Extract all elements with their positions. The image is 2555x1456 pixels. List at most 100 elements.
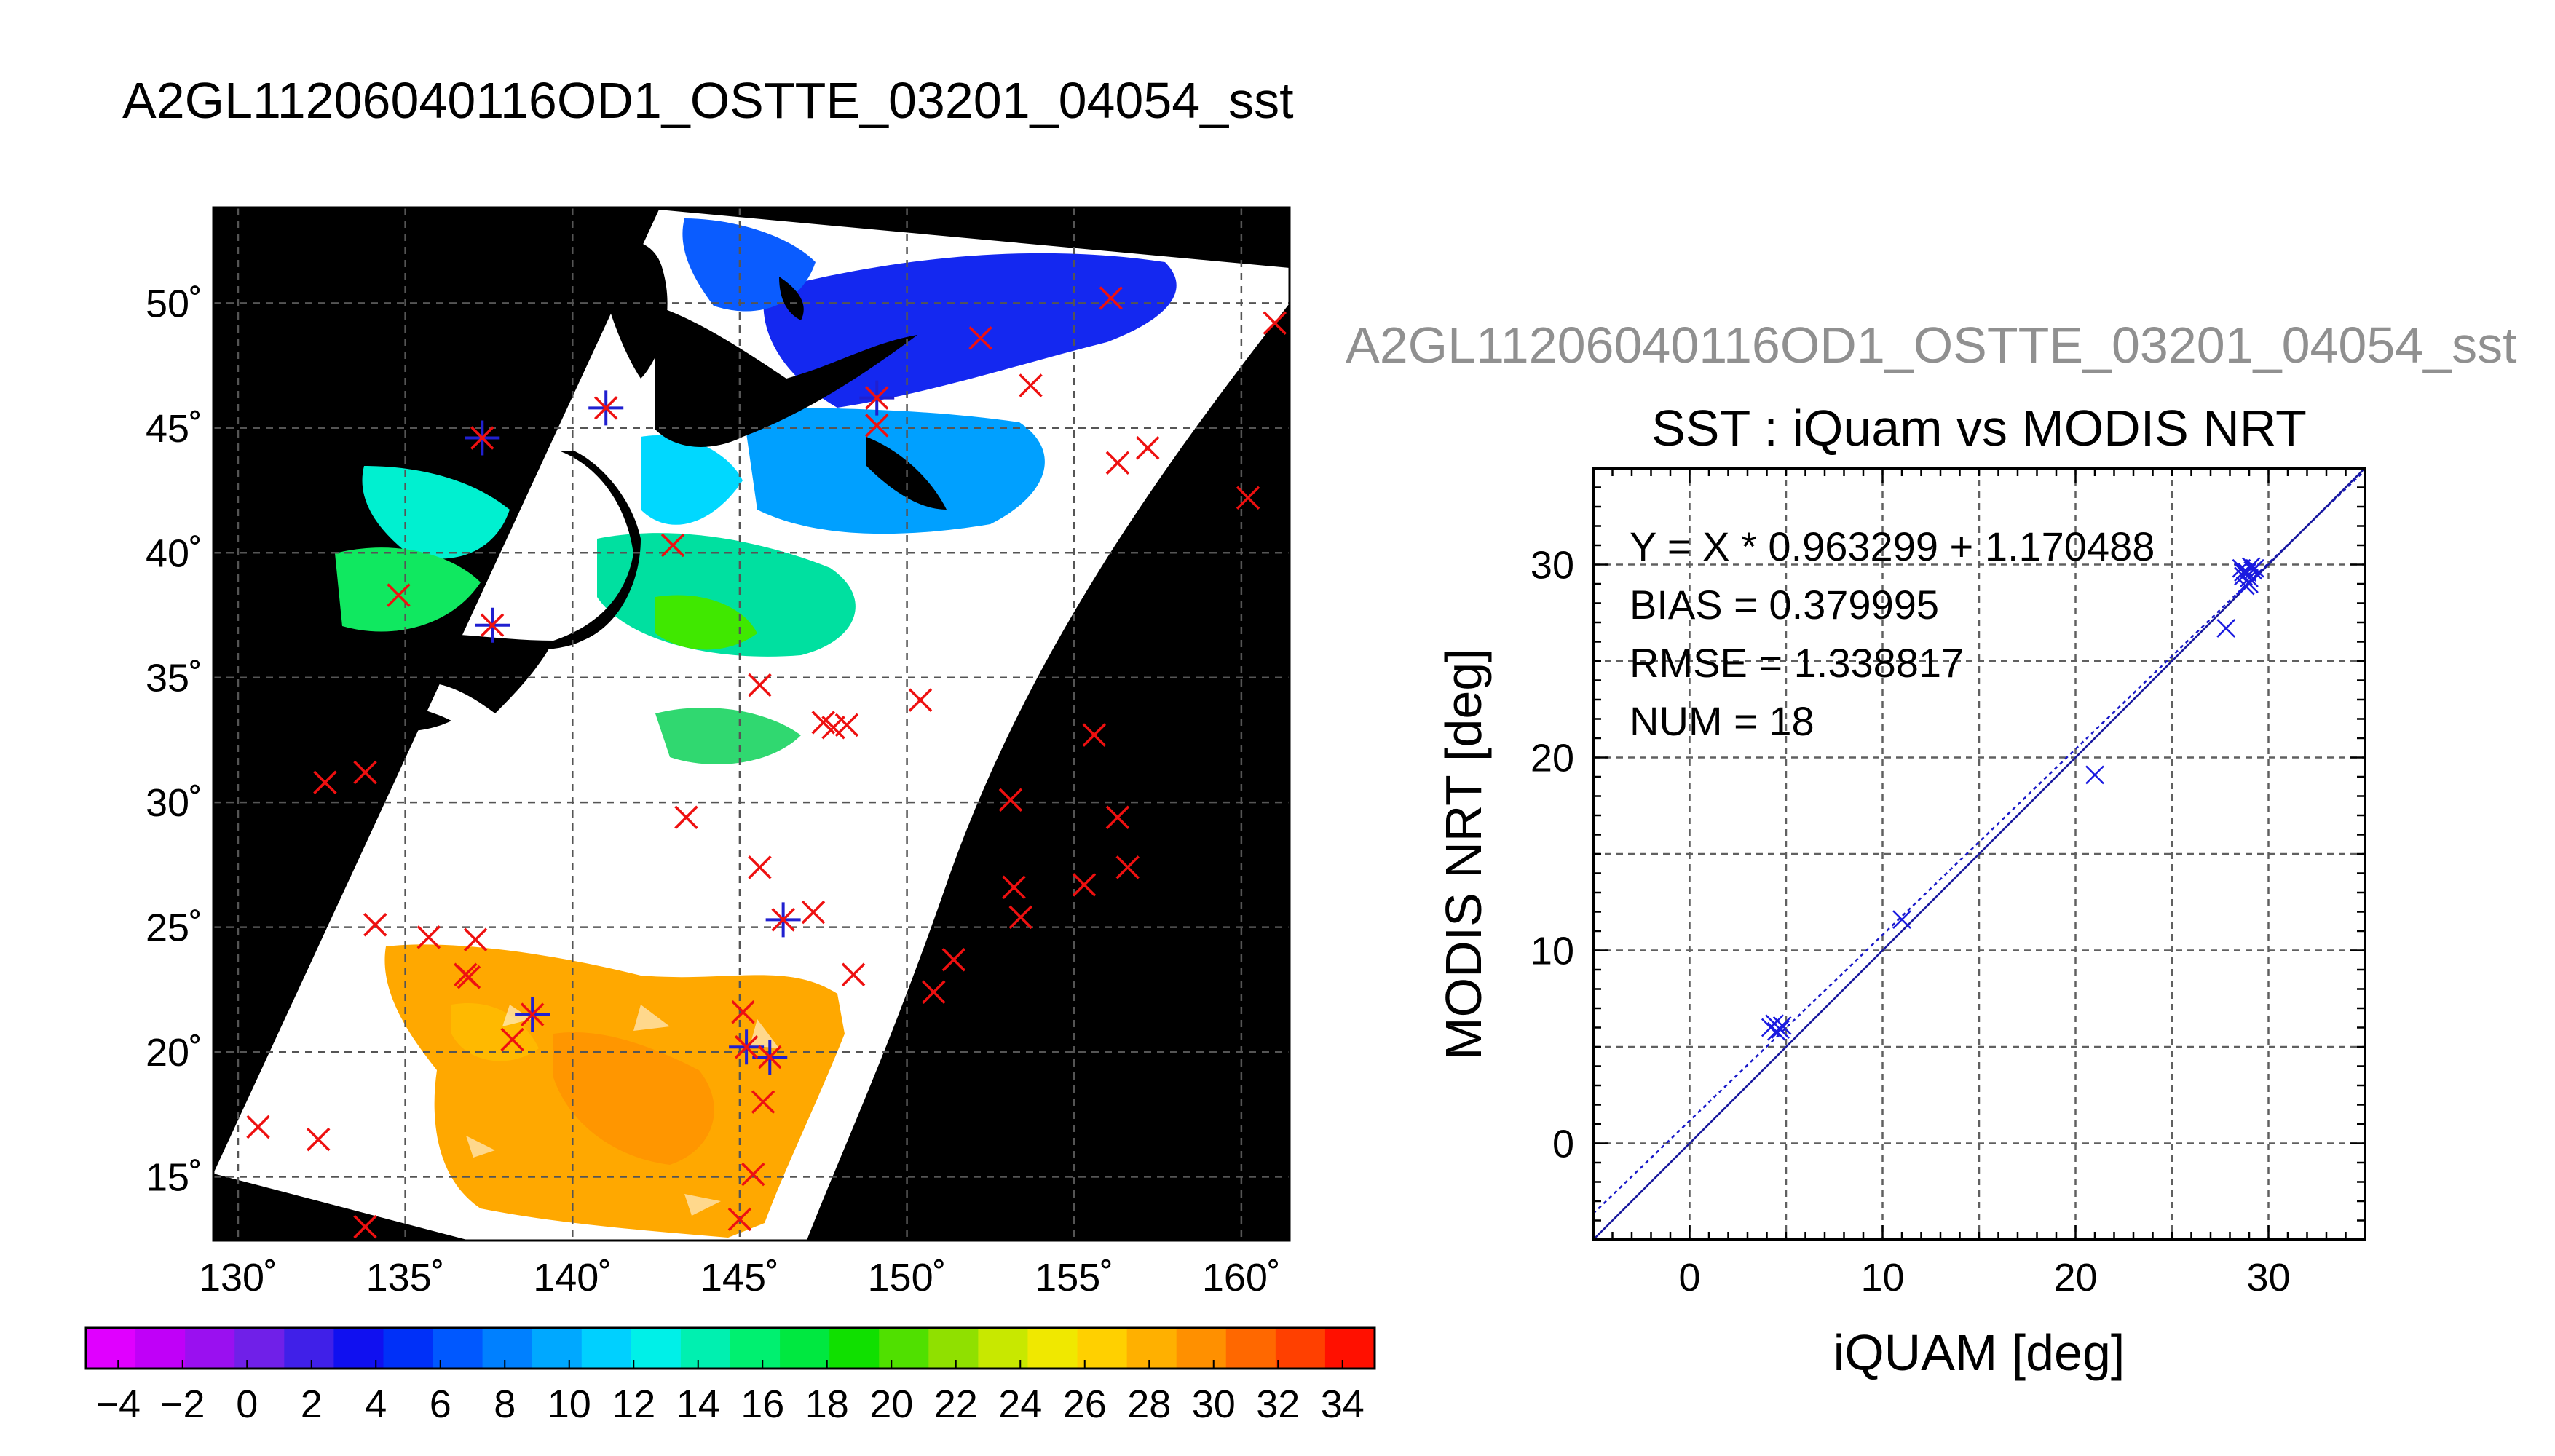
- colorbar-label: 22: [934, 1382, 978, 1426]
- colorbar-frame: [84, 1326, 1376, 1370]
- buoy-marker: [748, 855, 772, 879]
- swath-edge: [807, 304, 1290, 1241]
- y-axis-label: MODIS NRT [deg]: [1435, 648, 1492, 1059]
- buoy-marker: [1236, 486, 1260, 510]
- buoy-marker: [1136, 435, 1160, 460]
- buoy-marker: [1105, 451, 1130, 475]
- buoy-marker: [480, 613, 505, 637]
- colorbar-label: −2: [160, 1382, 205, 1426]
- buoy-marker: [1099, 286, 1123, 310]
- sst-map: 130˚ 135˚ 140˚ 145˚ 150˚ 155˚ 160˚ 50˚ 45˚ 40˚ 35…: [146, 206, 1291, 1299]
- scatter-plot: 0 10 20 30 0 10 20 30 Y = X * 0.963299 + 1.170…: [1435, 467, 2366, 1381]
- scatter-point: [2241, 557, 2261, 577]
- buoy-marker: [751, 1090, 775, 1114]
- colorbar-label: 0: [236, 1382, 258, 1426]
- buoy-marker: [387, 583, 411, 607]
- cloud-free-warm-region: [384, 944, 845, 1238]
- colorbar-cell: [433, 1328, 483, 1369]
- buoy-marker: [470, 426, 494, 450]
- scatter-minor-ticks: [1593, 468, 2365, 1240]
- y-tick-label: 30: [1531, 544, 1574, 587]
- buoy-marker: [1002, 875, 1026, 900]
- map-markers: [246, 286, 1287, 1239]
- scatter-y-tick-labels: 0 10 20 30: [1531, 544, 1574, 1166]
- buoy-marker: [674, 805, 698, 829]
- colorbar-cell: [581, 1328, 632, 1369]
- scatter-point: [2246, 558, 2264, 578]
- colorbar-cell: [1176, 1328, 1227, 1369]
- colorbar-labels: −4 −2 0 2 4 6 8 10 12 14 16 18 20 22 24 26 28 30 32 34: [95, 1360, 1365, 1426]
- buoy-marker: [306, 1127, 331, 1152]
- buoy-marker: [1072, 873, 1097, 897]
- buoy-marker: [731, 1000, 755, 1024]
- colorbar-cell: [780, 1328, 830, 1369]
- colorbar-label: 20: [869, 1382, 913, 1426]
- y-tick-label: 0: [1552, 1123, 1574, 1166]
- buoy-marker: [741, 1162, 765, 1187]
- colorbar-cell: [185, 1328, 236, 1369]
- lon-tick-label: 145˚: [700, 1256, 779, 1299]
- stat-count: NUM = 18: [1630, 698, 1814, 744]
- colorbar-label: 28: [1127, 1382, 1171, 1426]
- buoy-marker: [313, 770, 337, 794]
- buoy-marker: [864, 414, 889, 438]
- scatter-point: [2085, 765, 2104, 785]
- buoy-marker: [1008, 905, 1032, 930]
- buoy-marker: [748, 673, 772, 697]
- colorbar-cell: [879, 1328, 930, 1369]
- colorbar-label: 8: [494, 1382, 516, 1426]
- buoy-marker: [922, 980, 946, 1005]
- colorbar-cell: [730, 1328, 781, 1369]
- buoy-marker: [968, 326, 992, 350]
- scatter-x-tick-labels: 0 10 20 30: [1678, 1256, 2290, 1299]
- colorbar-cell: [1324, 1328, 1375, 1369]
- buoy-marker: [246, 1115, 270, 1139]
- buoy-marker: [734, 1035, 759, 1059]
- scatter-point: [1772, 1016, 1792, 1035]
- colorbar-cell: [1077, 1328, 1128, 1369]
- x-axis-label: iQUAM [deg]: [1833, 1324, 2125, 1381]
- colorbar-cell: [1126, 1328, 1177, 1369]
- lon-tick-label: 130˚: [199, 1256, 277, 1299]
- buoy-marker: [363, 912, 387, 937]
- lon-tick-label: 150˚: [868, 1256, 947, 1299]
- scatter-point: [2240, 574, 2259, 593]
- colorbar-cell: [829, 1328, 880, 1369]
- page-title: A2GL11206040116OD1_OSTTE_03201_04054_sst: [122, 72, 1294, 129]
- chart-suptitle: A2GL11206040116OD1_OSTTE_03201_04054_sst: [1346, 317, 2517, 373]
- buoy-marker: [457, 965, 481, 989]
- scatter-point: [2216, 619, 2236, 638]
- buoy-marker: [353, 1214, 377, 1239]
- buoy-marker: [864, 386, 889, 410]
- lon-tick-label: 155˚: [1035, 1256, 1113, 1299]
- buoy-marker: [1082, 723, 1107, 747]
- lat-tick-label: 30˚: [146, 781, 202, 825]
- buoy-marker: [841, 962, 866, 987]
- map-lon-ticks: 130˚ 135˚ 140˚ 145˚ 150˚ 155˚ 160˚: [199, 1256, 1281, 1299]
- buoy-marker: [1105, 805, 1130, 829]
- lon-tick-label: 160˚: [1202, 1256, 1281, 1299]
- colorbar-label: 24: [998, 1382, 1042, 1426]
- colorbar: −4 −2 0 2 4 6 8 10 12 14 16 18 20 22 24 26 28 30 32 34: [84, 1326, 1376, 1426]
- colorbar-cell: [284, 1328, 335, 1369]
- buoy-marker: [771, 908, 795, 932]
- colorbar-cell: [680, 1328, 731, 1369]
- colorbar-label: 32: [1256, 1382, 1300, 1426]
- colorbar-label: 26: [1063, 1382, 1107, 1426]
- stats-box: Y = X * 0.963299 + 1.170488 BIAS = 0.379…: [1630, 523, 2155, 744]
- stat-rmse: RMSE = 1.338817: [1630, 640, 1964, 686]
- colorbar-label: 34: [1321, 1382, 1365, 1426]
- lat-tick-label: 15˚: [146, 1156, 202, 1200]
- scatter-points: [1761, 557, 2264, 1041]
- x-tick-label: 0: [1678, 1256, 1700, 1299]
- chart-title: SST : iQuam vs MODIS NRT: [1651, 400, 2307, 456]
- x-tick-label: 30: [2246, 1256, 2290, 1299]
- colorbar-cell: [928, 1328, 979, 1369]
- buoy-marker: [758, 1045, 782, 1069]
- colorbar-label: 2: [301, 1382, 323, 1426]
- buoy-marker: [1019, 373, 1043, 397]
- buoy-marker: [500, 1027, 524, 1052]
- colorbar-cell: [86, 1328, 136, 1369]
- colorbar-label: 14: [676, 1382, 720, 1426]
